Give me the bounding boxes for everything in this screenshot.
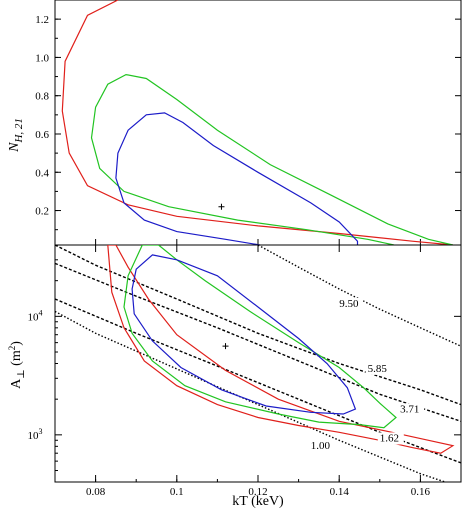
bottom-x-tick-label: 0.16 bbox=[411, 486, 431, 498]
bottom-x-tick-label: 0.14 bbox=[330, 486, 350, 498]
bottom-best-fit-cross bbox=[222, 343, 229, 350]
iso-line-label-bg bbox=[365, 362, 392, 375]
bottom-x-tick-label: 0.12 bbox=[248, 486, 267, 498]
iso-line-label-bg bbox=[398, 403, 425, 416]
top-y-tick-label: 0.4 bbox=[35, 167, 49, 179]
iso-line bbox=[55, 310, 448, 482]
bottom-panel: 103 104 0.08 0.1 0.12 0.14 0.16 A⊥ (m2) kT (k… bbox=[7, 244, 462, 509]
top-y-tick-label: 0.2 bbox=[35, 206, 49, 218]
top-y-tick-label: 0.8 bbox=[35, 91, 49, 103]
iso-line bbox=[257, 245, 461, 347]
top-y-tick-label: 1.2 bbox=[35, 14, 49, 26]
bottom-y-axis: 103 104 bbox=[28, 259, 461, 472]
iso-line bbox=[55, 245, 461, 406]
bottom-contour-line bbox=[131, 254, 357, 415]
top-y-tick-label: 1.0 bbox=[35, 52, 49, 64]
bottom-best-fit-marker bbox=[222, 343, 229, 350]
top-y-axis-label: NH, 21 bbox=[7, 118, 25, 153]
top-y-tick-label: 0.6 bbox=[35, 129, 49, 141]
iso-line-label: 5.85 bbox=[368, 363, 388, 375]
bottom-x-axis-label: kT (keV) bbox=[232, 494, 284, 509]
top-contour-line bbox=[115, 112, 359, 245]
top-best-fit-marker bbox=[218, 203, 225, 210]
top-best-fit-cross bbox=[218, 203, 225, 210]
bottom-iso-lines bbox=[55, 245, 461, 482]
bottom-y-tick-label: 103 bbox=[28, 427, 43, 442]
bottom-x-tick-label: 0.1 bbox=[170, 486, 184, 498]
iso-line-label: 3.71 bbox=[400, 403, 419, 415]
bottom-panel-frame bbox=[54, 244, 462, 483]
iso-line-label-bg bbox=[377, 432, 404, 445]
top-contour-line bbox=[90, 73, 454, 245]
top-contour-line bbox=[61, 0, 453, 245]
iso-line-label-bg bbox=[337, 297, 364, 310]
iso-line bbox=[55, 262, 461, 422]
iso-line-label: 1.00 bbox=[311, 440, 331, 452]
iso-line-label-bg bbox=[308, 439, 335, 452]
iso-line-label: 1.62 bbox=[380, 432, 399, 444]
iso-line-label: 9.50 bbox=[339, 298, 359, 310]
top-contours bbox=[61, 0, 454, 245]
bottom-contour-line bbox=[107, 245, 455, 454]
bottom-x-axis: 0.08 0.1 0.12 0.14 0.16 bbox=[54, 245, 462, 498]
bottom-y-tick-label: 104 bbox=[28, 308, 43, 323]
top-panel-frame bbox=[54, 0, 462, 246]
bottom-y-axis-label: A⊥ (m2) bbox=[7, 341, 27, 389]
top-panel: 0.2 0.4 0.6 0.8 1.0 1.2 NH, 21 bbox=[7, 0, 462, 246]
bottom-x-tick-label: 0.08 bbox=[86, 486, 106, 498]
bottom-contours bbox=[107, 245, 455, 454]
top-y-axis: 0.2 0.4 0.6 0.8 1.0 1.2 bbox=[35, 14, 461, 245]
bottom-contour-line bbox=[123, 245, 397, 429]
